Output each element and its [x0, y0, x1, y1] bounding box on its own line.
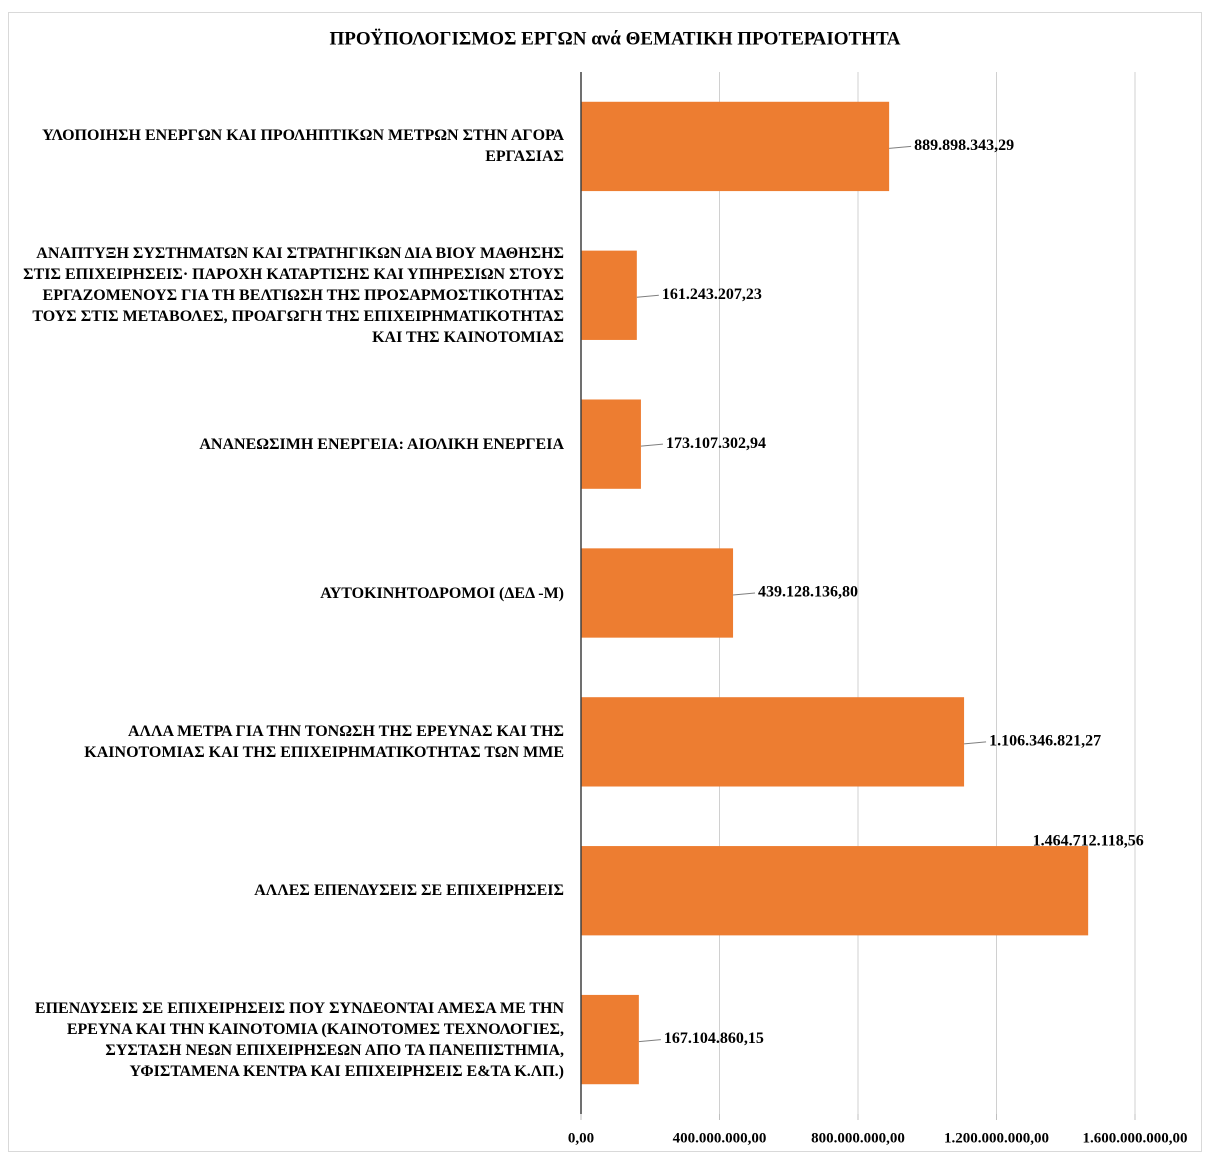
y-tick-label: ΑΝΑΠΤΥΞΗ ΣΥΣΤΗΜΑΤΩΝ ΚΑΙ ΣΤΡΑΤΗΓΙΚΩΝ ΔΙΑ …: [23, 244, 564, 346]
leader-line: [964, 741, 987, 745]
bar: [581, 846, 1089, 936]
y-tick-label: ΥΛΟΠΟΙΗΣΗ ΕΝΕΡΓΩΝ ΚΑΙ ΠΡΟΛΗΠΤΙΚΩΝ ΜΕΤΡΩΝ…: [42, 127, 564, 166]
chart-frame: [8, 12, 1202, 1152]
value-label: 889.898.343,29: [914, 137, 1014, 154]
y-tick-label: ΑΥΤΟΚΙΝΗΤΟΔΡΟΜΟΙ (ΔΕΔ -Μ): [320, 584, 564, 602]
bar: [581, 399, 641, 489]
chart-title: ΠΡΟΫΠΟΛΟΓΙΣΜΟΣ ΕΡΓΩΝ ανά ΘΕΜΑΤΙΚΗ ΠΡΟΤΕΡ…: [330, 28, 901, 49]
x-tick-label: 400.000.000,00: [673, 1130, 767, 1146]
value-label: 173.107.302,94: [666, 435, 766, 452]
x-tick-label: 1.600.000.000,00: [1083, 1130, 1188, 1146]
y-tick-label: ΕΠΕΝΔΥΣΕΙΣ ΣΕ ΕΠΙΧΕΙΡΗΣΕΙΣ ΠΟΥ ΣΥΝΔΕΟΝΤΑ…: [34, 999, 564, 1080]
bar: [581, 994, 639, 1085]
y-tick-label: ΑΛΛΑ ΜΕΤΡΑ ΓΙΑ ΤΗΝ ΤΟΝΩΣΗ ΤΗΣ ΕΡΕΥΝΑΣ ΚΑ…: [84, 722, 564, 761]
value-label: 1.106.346.821,27: [989, 733, 1101, 750]
leader-line: [640, 443, 663, 447]
y-tick-label: ΑΝΑΝΕΩΣΙΜΗ ΕΝΕΡΓΕΙΑ: ΑΙΟΛΙΚΗ ΕΝΕΡΓΕΙΑ: [199, 435, 564, 453]
x-tick-label: 0,00: [568, 1130, 594, 1146]
bar: [581, 101, 890, 192]
value-label: 439.128.136,80: [758, 584, 858, 601]
x-tick-label: 800.000.000,00: [811, 1130, 905, 1146]
leader-line: [638, 1039, 661, 1043]
bar: [581, 250, 637, 340]
leader-line: [889, 145, 912, 149]
value-label: 1.464.712.118,56: [1033, 833, 1144, 850]
y-tick-label: ΑΛΛΕΣ ΕΠΕΝΔΥΣΕΙΣ ΣΕ ΕΠΙΧΕΙΡΗΣΕΙΣ: [254, 882, 564, 900]
x-tick-label: 1.200.000.000,00: [944, 1130, 1049, 1146]
bar: [581, 548, 734, 638]
leader-line: [733, 592, 756, 596]
value-label: 167.104.860,15: [664, 1030, 764, 1047]
value-label: 161.243.207,23: [662, 286, 762, 303]
bar: [581, 697, 965, 787]
leader-line: [636, 294, 659, 298]
